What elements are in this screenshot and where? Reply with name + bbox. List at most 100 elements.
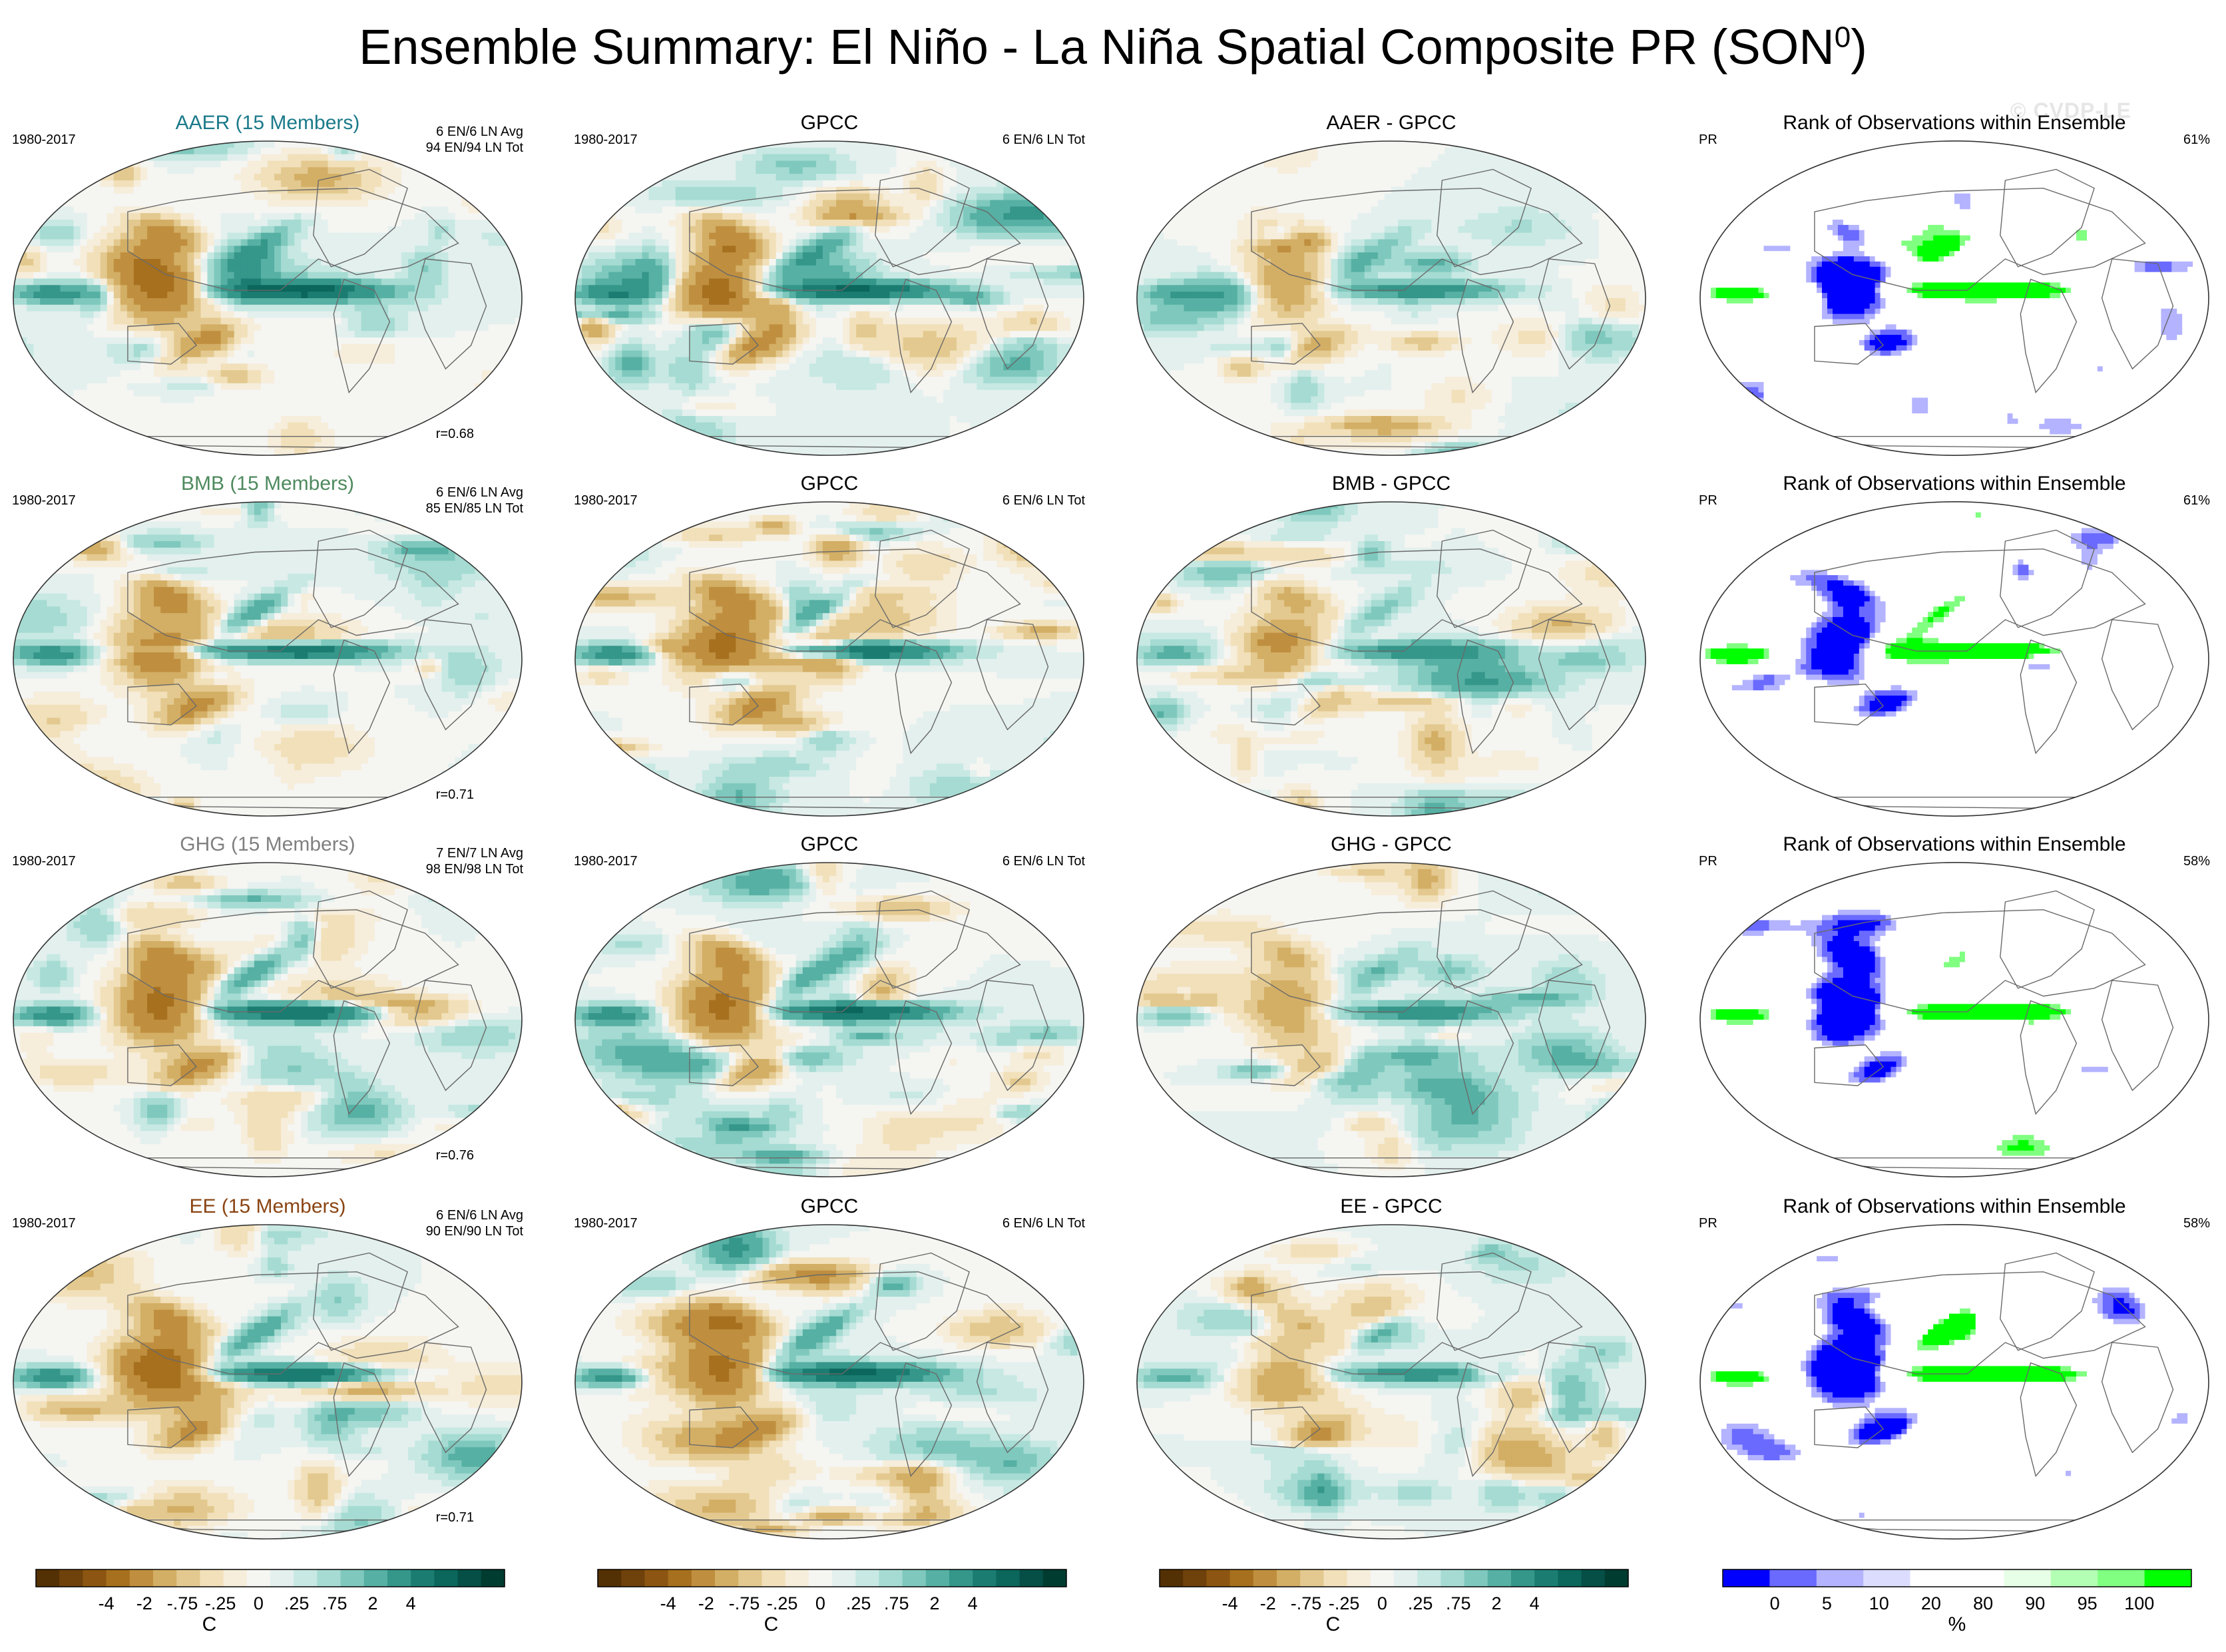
map-cell [856,317,863,325]
map-cell [588,331,596,338]
map-cell [341,174,349,181]
map-cell [180,141,188,148]
map-cell [421,389,429,397]
map-cell [421,292,429,299]
map-cell [688,186,696,194]
map-cell [154,311,161,319]
map-field [13,141,522,455]
map-cell [903,141,911,148]
map-cell [488,272,496,280]
map-cell [769,331,777,338]
map-cell [1043,239,1051,246]
map-cell [274,220,282,227]
map-cell [174,363,181,371]
map-cell [909,317,917,325]
map-cell [281,167,288,174]
map-cell [234,383,242,391]
map-cell [281,239,288,246]
map-cell [916,186,924,194]
map-cell [254,252,262,260]
map-cell [67,206,75,214]
map-cell [93,285,101,292]
map-cell [435,416,442,423]
map-cell [909,193,917,201]
map-cell [347,265,355,273]
map-cell [655,259,663,266]
map-cell [260,311,268,319]
map-cell [990,186,997,194]
map-cell [174,343,181,351]
map-cell [849,292,857,299]
map-cell [488,331,496,338]
map-cell [347,239,355,246]
map-cell [387,292,395,299]
map-cell [367,357,375,364]
map-cell [789,226,797,234]
map-cell [957,298,964,306]
map-cell [367,416,375,423]
map-cell [749,167,757,174]
map-cell [435,200,442,207]
map-cell [180,449,188,455]
map-cell [314,442,322,449]
map-cell [268,272,275,280]
map-cell [73,259,81,266]
map-cell [308,442,315,449]
map-cell [428,409,435,417]
map-cell [174,396,181,403]
map-cell [1056,278,1064,286]
map-cell [815,317,823,325]
map-cell [120,311,128,319]
map-cell [1063,278,1071,286]
map-cell [949,186,957,194]
map-cell [441,304,449,312]
map-cell [736,292,743,299]
map-cell [822,259,830,266]
map-cell [829,324,837,331]
map-cell [903,259,911,266]
map-cell [67,220,75,227]
map-cell [435,389,442,397]
map-cell [227,141,235,148]
map-cell [214,147,222,155]
map-cell [194,193,202,201]
map-cell [943,259,951,266]
map-cell [187,449,195,455]
map-cell [180,422,188,430]
map-cell [802,226,810,234]
map-cell [822,252,830,260]
map-cell [254,141,262,148]
map-cell [970,226,977,234]
map-cell [582,317,589,325]
map-cell [133,252,141,260]
map-cell [829,252,837,260]
map-cell [795,324,803,331]
map-cell [80,200,88,207]
map-cell [836,180,843,188]
map-cell [843,220,850,227]
map-cell [240,304,248,312]
map-cell [668,246,676,253]
map-cell [441,350,449,358]
map-cell [80,350,88,358]
map-cell [73,331,81,338]
map-cell [401,292,409,299]
map-cell [829,141,837,148]
map-cell [849,317,857,325]
map-cell [387,370,395,377]
map-cell [301,389,308,397]
map-cell [809,317,817,325]
map-cell [113,292,121,299]
map-cell [1016,278,1024,286]
map-cell [220,343,228,351]
map-cell [622,285,630,292]
map-cell [468,363,476,371]
map-cell [281,350,288,358]
map-cell [367,383,375,391]
map-cell [120,259,128,266]
map-cell [254,416,262,423]
map-cell [461,363,469,371]
map-cell [401,278,409,286]
map-cell [495,259,503,266]
map-cell [1050,324,1058,331]
